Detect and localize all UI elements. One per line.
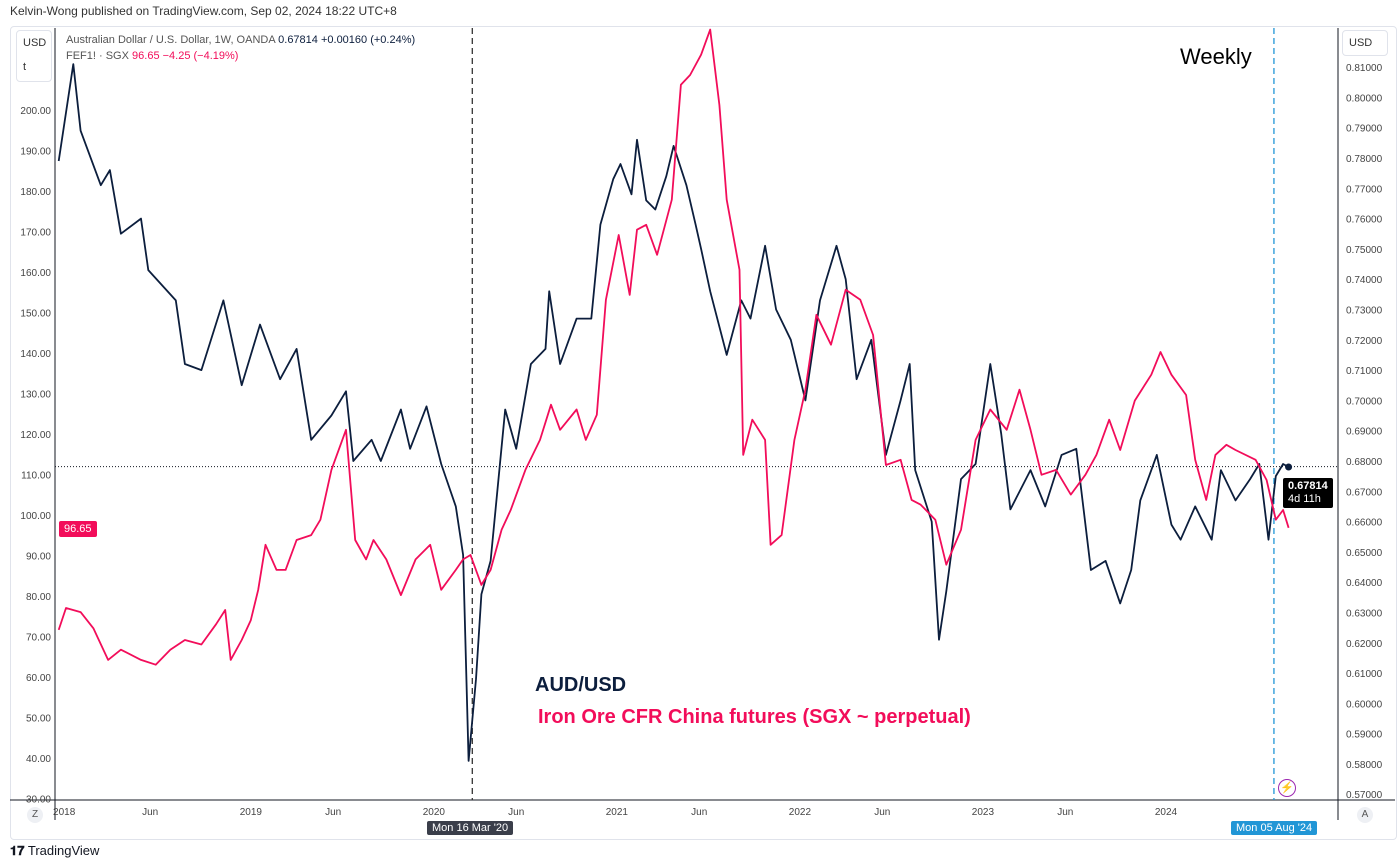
right-axis-tick-label: 0.60000 <box>1346 699 1383 710</box>
right-axis-tick-label: 0.66000 <box>1346 518 1383 529</box>
legend-fef-change: −4.25 (−4.19%) <box>162 50 239 62</box>
left-axis-tick-label: 150.00 <box>20 308 51 319</box>
aud-price-tag-value: 0.67814 <box>1288 480 1328 492</box>
timeframe-label: Weekly <box>1180 44 1252 69</box>
left-axis-tick-label: 190.00 <box>20 146 51 157</box>
tradingview-logo-icon: 𝟏𝟕 <box>10 843 25 858</box>
time-axis-tick-label: Jun <box>325 807 341 818</box>
right-axis-tick-label: 0.80000 <box>1346 93 1383 104</box>
crosshair-date-covid: Mon 16 Mar '20 <box>427 821 514 835</box>
left-currency-label: USD <box>23 37 47 49</box>
time-axis-tick-label: 2023 <box>972 807 995 818</box>
right-axis-tick-label: 0.71000 <box>1346 366 1383 377</box>
legend-aud-name: Australian Dollar / U.S. Dollar, 1W, OAN… <box>66 34 276 46</box>
time-axis-tick-label: 2022 <box>789 807 812 818</box>
left-axis-tick-label: 170.00 <box>20 227 51 238</box>
right-axis-tick-label: 0.68000 <box>1346 457 1383 468</box>
chart-frame <box>10 26 1397 840</box>
right-axis-tick-label: 0.74000 <box>1346 275 1383 286</box>
left-axis-tick-label: 40.00 <box>26 754 51 765</box>
annotation-iron: Iron Ore CFR China futures (SGX ~ perpet… <box>538 706 971 728</box>
right-axis-tick-label: 0.72000 <box>1346 336 1383 347</box>
left-axis-tick-label: 110.00 <box>21 470 51 481</box>
right-axis-tick-label: 0.65000 <box>1346 548 1383 559</box>
legend-aud-price: 0.67814 <box>278 34 318 46</box>
right-axis-tick-label: 0.59000 <box>1346 730 1383 741</box>
left-unit-selector[interactable]: USD t <box>16 30 52 82</box>
left-axis-tick-label: 200.00 <box>20 106 51 117</box>
right-unit-selector[interactable]: USD <box>1342 30 1388 56</box>
right-axis-tick-label: 0.58000 <box>1346 760 1383 771</box>
tradingview-logo-text: TradingView <box>27 843 100 858</box>
time-axis-tick-label: 2024 <box>1155 807 1178 818</box>
left-axis-tick-label: 120.00 <box>20 430 51 441</box>
right-axis-tick-label: 0.79000 <box>1346 124 1383 135</box>
time-axis-tick-label: Jun <box>508 807 524 818</box>
tradingview-logo[interactable]: 𝟏𝟕 TradingView <box>10 843 99 859</box>
aud-countdown: 4d 11h <box>1288 493 1321 505</box>
iron-ore-line <box>57 28 1290 666</box>
right-axis-tick-label: 0.78000 <box>1346 154 1383 165</box>
time-axis-tick-label: 2018 <box>53 807 76 818</box>
left-axis-tick-label: 130.00 <box>20 389 51 400</box>
right-axis-tick-label: 0.63000 <box>1346 608 1383 619</box>
right-axis-tick-label: 0.70000 <box>1346 396 1383 407</box>
fef-price-tag: 96.65 <box>59 521 97 537</box>
right-axis-tick-label: 0.75000 <box>1346 245 1383 256</box>
left-axis-tick-label: 160.00 <box>20 268 51 279</box>
left-axis-tick-label: 50.00 <box>26 713 51 724</box>
time-axis-tick-label: 2019 <box>240 807 263 818</box>
right-axis-tick-label: 0.81000 <box>1346 63 1383 74</box>
right-axis-tick-label: 0.61000 <box>1346 669 1383 680</box>
aud-price-tag: 0.67814 4d 11h <box>1283 478 1333 508</box>
left-unit-label: t <box>23 61 27 73</box>
right-axis-tick-label: 0.62000 <box>1346 639 1383 650</box>
legend-fef-name: FEF1! · SGX <box>66 50 129 62</box>
left-axis-tick-label: 30.00 <box>26 794 51 805</box>
annotation-aud: AUD/USD <box>535 674 627 696</box>
left-axis-tick-label: 80.00 <box>26 592 51 603</box>
left-axis-tick-label: 140.00 <box>20 349 51 360</box>
right-axis-tick-label: 0.64000 <box>1346 578 1383 589</box>
right-axis-tick-label: 0.73000 <box>1346 305 1383 316</box>
publisher-line: Kelvin-Wong published on TradingView.com… <box>10 4 397 18</box>
legend-aud-change: +0.00160 (+0.24%) <box>320 34 416 46</box>
zoom-reset-button[interactable]: Z <box>27 807 43 823</box>
left-axis-tick-label: 180.00 <box>20 187 51 198</box>
right-axis-tick-label: 0.67000 <box>1346 487 1383 498</box>
right-axis-tick-label: 0.76000 <box>1346 215 1383 226</box>
auto-scale-button[interactable]: A <box>1357 807 1373 823</box>
left-axis-tick-label: 60.00 <box>26 673 51 684</box>
left-axis-tick-label: 100.00 <box>20 511 51 522</box>
right-axis-tick-label: 0.77000 <box>1346 184 1383 195</box>
legend-fef-price: 96.65 <box>132 50 160 62</box>
chart-legend: Australian Dollar / U.S. Dollar, 1W, OAN… <box>66 32 415 64</box>
left-axis-tick-label: 70.00 <box>26 632 51 643</box>
crosshair-date-aug: Mon 05 Aug '24 <box>1231 821 1318 835</box>
right-axis-tick-label: 0.69000 <box>1346 427 1383 438</box>
time-axis-tick-label: Jun <box>1057 807 1073 818</box>
aud-usd-line <box>57 63 1290 762</box>
left-axis-tick-label: 90.00 <box>26 551 51 562</box>
time-axis-tick-label: Jun <box>874 807 890 818</box>
right-axis-tick-label: 0.57000 <box>1346 790 1383 801</box>
time-axis-tick-label: Jun <box>142 807 158 818</box>
time-axis-tick-label: 2020 <box>423 807 446 818</box>
legend-aud[interactable]: Australian Dollar / U.S. Dollar, 1W, OAN… <box>66 32 415 48</box>
time-axis-tick-label: 2021 <box>606 807 629 818</box>
lightning-event-icon[interactable]: ⚡ <box>1278 779 1296 797</box>
aud-last-point <box>1285 463 1293 471</box>
legend-fef[interactable]: FEF1! · SGX 96.65 −4.25 (−4.19%) <box>66 48 415 64</box>
time-axis-tick-label: Jun <box>691 807 707 818</box>
